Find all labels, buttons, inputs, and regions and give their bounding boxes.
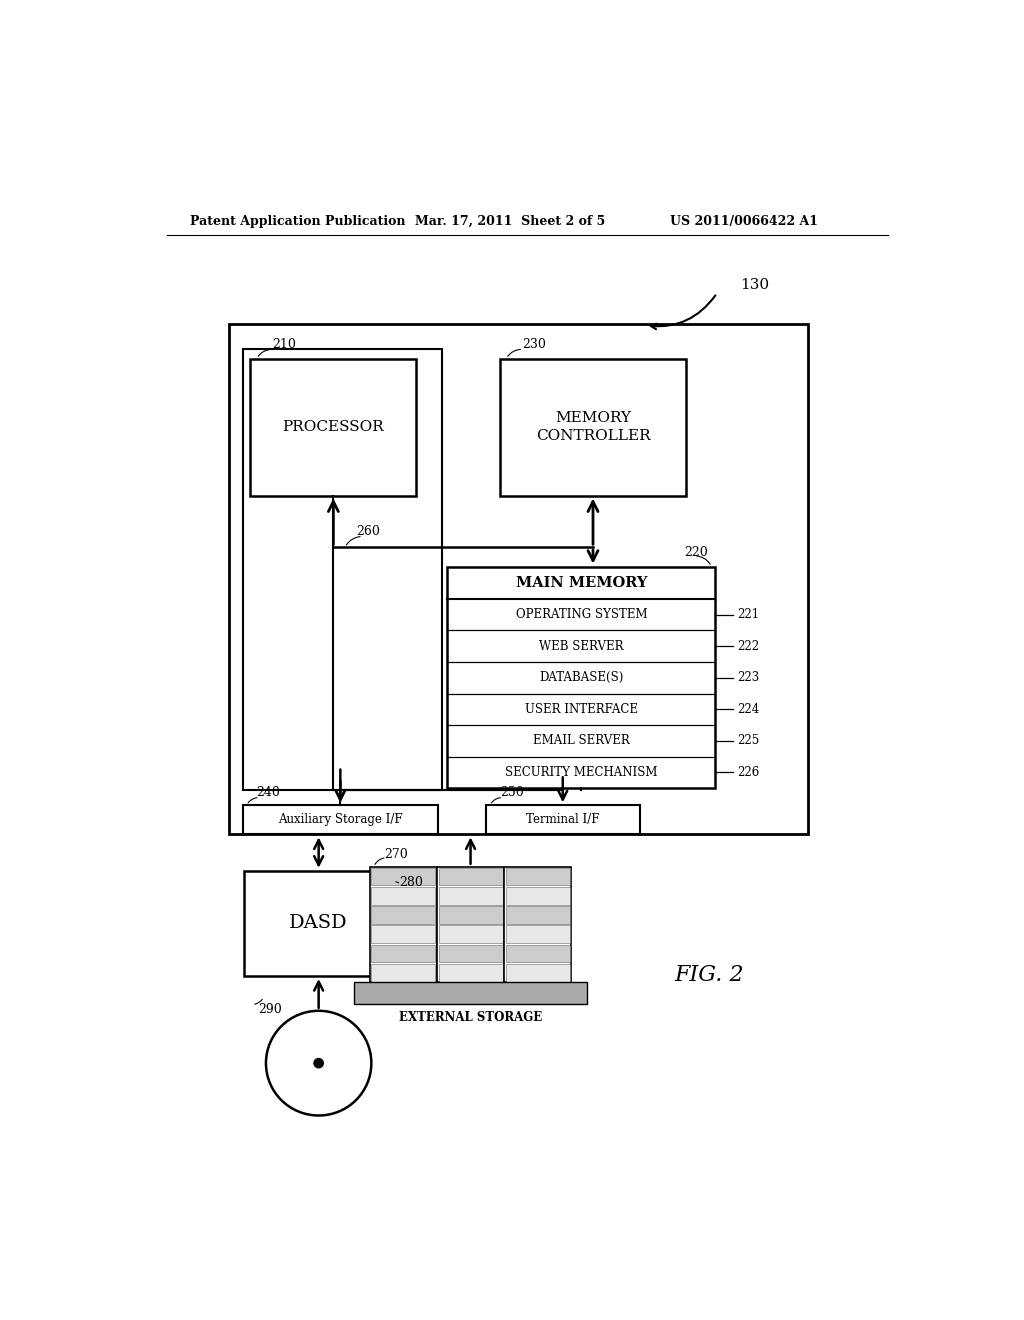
Text: Auxiliary Storage I/F: Auxiliary Storage I/F xyxy=(279,813,402,826)
Bar xyxy=(438,945,503,962)
Bar xyxy=(370,867,437,982)
Text: FIG. 2: FIG. 2 xyxy=(675,964,744,986)
Text: 210: 210 xyxy=(272,338,296,351)
Bar xyxy=(438,867,503,886)
Text: PROCESSOR: PROCESSOR xyxy=(283,420,384,434)
Bar xyxy=(245,871,393,977)
Bar xyxy=(437,867,504,982)
Bar xyxy=(438,964,503,982)
Bar xyxy=(506,906,569,924)
Text: 226: 226 xyxy=(737,766,760,779)
Text: SECURITY MECHANISM: SECURITY MECHANISM xyxy=(505,766,657,779)
Bar xyxy=(251,359,417,496)
Text: Terminal I/F: Terminal I/F xyxy=(526,813,599,826)
Text: 223: 223 xyxy=(737,672,760,684)
Text: 225: 225 xyxy=(737,734,760,747)
Text: 130: 130 xyxy=(740,279,769,293)
Bar xyxy=(438,906,503,924)
Bar xyxy=(372,964,435,982)
Text: 290: 290 xyxy=(258,1003,282,1016)
Bar xyxy=(243,805,438,834)
Text: MAIN MEMORY: MAIN MEMORY xyxy=(516,576,647,590)
Bar xyxy=(372,887,435,904)
Bar xyxy=(506,925,569,942)
Text: 270: 270 xyxy=(384,847,408,861)
Text: MEMORY
CONTROLLER: MEMORY CONTROLLER xyxy=(536,411,650,444)
Bar xyxy=(504,867,571,982)
Bar xyxy=(372,867,435,886)
Text: EXTERNAL STORAGE: EXTERNAL STORAGE xyxy=(399,1011,542,1024)
Circle shape xyxy=(314,1059,324,1068)
Bar xyxy=(438,925,503,942)
Text: 250: 250 xyxy=(500,785,523,799)
Bar xyxy=(500,359,686,496)
Bar xyxy=(372,925,435,942)
Text: EMAIL SERVER: EMAIL SERVER xyxy=(534,734,630,747)
Bar xyxy=(486,805,640,834)
Text: 220: 220 xyxy=(684,545,708,558)
Text: DATABASE(S): DATABASE(S) xyxy=(540,672,624,684)
Text: Patent Application Publication: Patent Application Publication xyxy=(190,215,406,228)
Bar xyxy=(506,945,569,962)
Text: 221: 221 xyxy=(737,609,759,622)
Bar xyxy=(506,867,569,886)
Text: 224: 224 xyxy=(737,702,760,715)
Text: USER INTERFACE: USER INTERFACE xyxy=(525,702,638,715)
Text: 260: 260 xyxy=(356,525,381,539)
Text: 240: 240 xyxy=(257,785,281,799)
Bar xyxy=(228,323,809,834)
Bar xyxy=(372,945,435,962)
Text: Mar. 17, 2011  Sheet 2 of 5: Mar. 17, 2011 Sheet 2 of 5 xyxy=(415,215,605,228)
Text: US 2011/0066422 A1: US 2011/0066422 A1 xyxy=(671,215,818,228)
Text: DASD: DASD xyxy=(290,915,348,932)
Bar xyxy=(447,566,716,788)
Circle shape xyxy=(266,1011,372,1115)
Text: 280: 280 xyxy=(399,875,423,888)
Bar xyxy=(506,964,569,982)
Text: OPERATING SYSTEM: OPERATING SYSTEM xyxy=(515,609,647,622)
Bar xyxy=(372,906,435,924)
Text: 230: 230 xyxy=(521,338,546,351)
Bar xyxy=(354,982,587,1003)
Text: 222: 222 xyxy=(737,640,759,652)
Text: WEB SERVER: WEB SERVER xyxy=(539,640,624,652)
Bar xyxy=(438,887,503,904)
Bar xyxy=(506,887,569,904)
Bar xyxy=(243,350,442,789)
